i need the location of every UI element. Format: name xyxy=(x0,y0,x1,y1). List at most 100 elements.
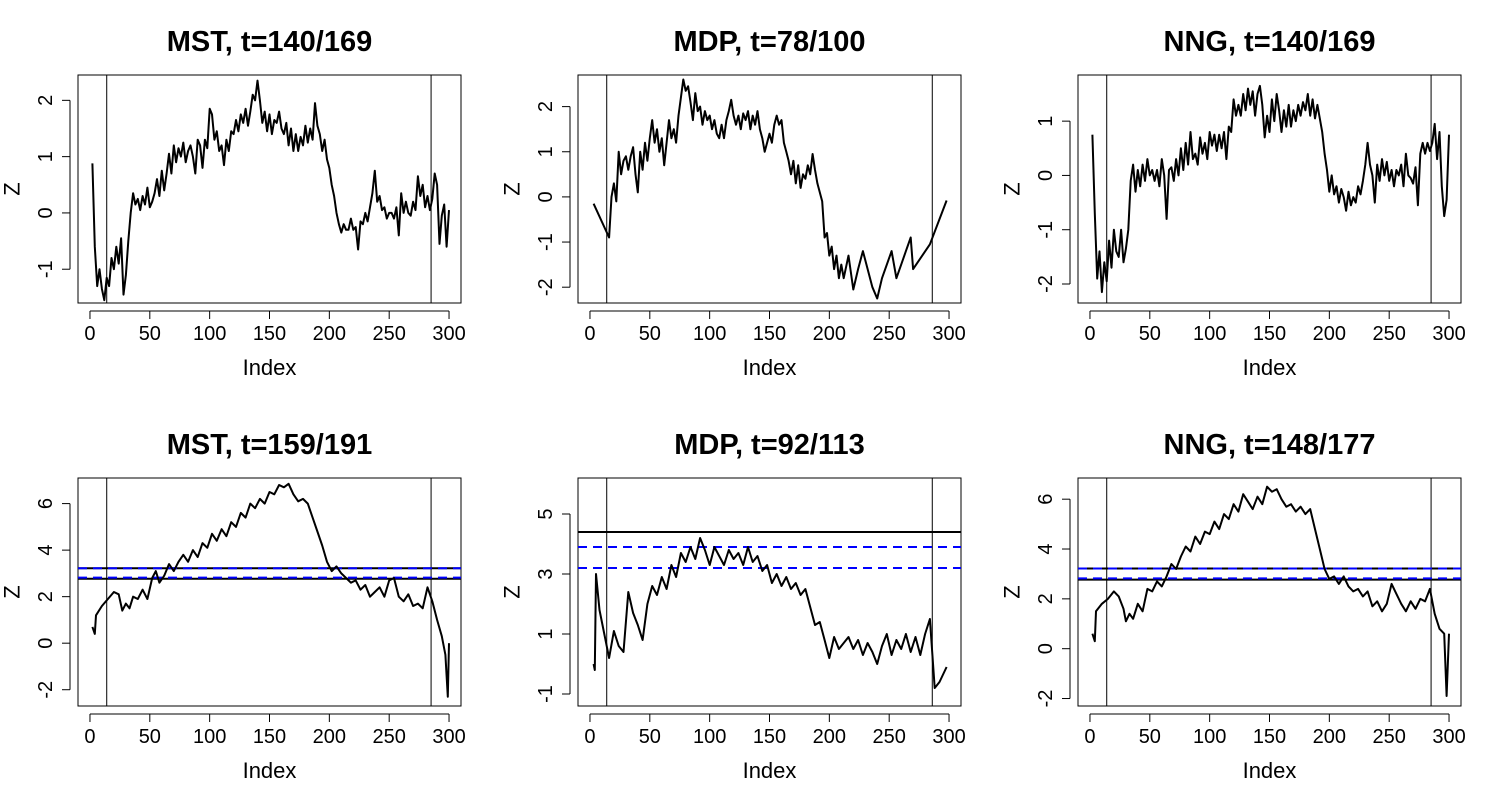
y-axis-label: Z xyxy=(500,585,525,598)
x-tick-label: 50 xyxy=(139,323,161,345)
x-tick-label: 150 xyxy=(253,726,286,748)
x-tick-label: 250 xyxy=(373,726,406,748)
y-axis-label: Z xyxy=(1000,585,1025,598)
chart-title: NNG, t=140/169 xyxy=(1164,26,1376,58)
series-line xyxy=(592,78,948,300)
y-tick-label: 0 xyxy=(535,191,557,202)
x-tick-label: 300 xyxy=(432,726,465,748)
y-tick-label: 1 xyxy=(35,151,57,162)
plot-frame xyxy=(1077,477,1462,707)
y-axis-label: Z xyxy=(500,182,525,195)
x-tick-label: 50 xyxy=(139,726,161,748)
y-tick-label: 6 xyxy=(1035,494,1057,505)
x-axis-label: Index xyxy=(243,355,297,380)
series-line xyxy=(91,79,450,302)
y-axis: -1 1 3 5 Z xyxy=(500,508,571,703)
x-tick-label: 200 xyxy=(313,323,346,345)
x-tick-label: 0 xyxy=(584,323,595,345)
series-line xyxy=(1091,485,1450,697)
x-tick-label: 0 xyxy=(84,726,95,748)
x-tick-label: 100 xyxy=(693,726,726,748)
y-tick-label: 0 xyxy=(35,638,57,649)
x-axis-label: Index xyxy=(1243,758,1297,783)
y-tick-label: 2 xyxy=(35,95,57,106)
x-tick-label: 100 xyxy=(693,323,726,345)
y-axis: -2 0 2 4 6 Z xyxy=(1000,494,1071,708)
x-tick-label: 250 xyxy=(1373,323,1406,345)
x-tick-label: 250 xyxy=(373,323,406,345)
x-tick-label: 100 xyxy=(1193,726,1226,748)
y-tick-label: -1 xyxy=(535,233,557,251)
y-tick-label: 0 xyxy=(1035,170,1057,181)
y-tick-label: 2 xyxy=(1035,593,1057,604)
y-tick-label: 1 xyxy=(1035,116,1057,127)
chart-title: MDP, t=78/100 xyxy=(673,26,865,58)
x-tick-label: 200 xyxy=(813,323,846,345)
x-tick-label: 50 xyxy=(639,726,661,748)
y-tick-label: 4 xyxy=(35,545,57,556)
y-tick-label: -2 xyxy=(1035,275,1057,293)
x-tick-label: 200 xyxy=(1313,726,1346,748)
y-tick-label: 2 xyxy=(35,591,57,602)
y-tick-label: 4 xyxy=(1035,543,1057,554)
chart-title: NNG, t=148/177 xyxy=(1164,429,1376,461)
y-tick-label: 1 xyxy=(535,628,557,639)
x-tick-label: 50 xyxy=(1139,726,1161,748)
y-tick-label: 2 xyxy=(535,101,557,112)
y-axis-label: Z xyxy=(0,182,25,195)
x-tick-label: 150 xyxy=(253,323,286,345)
x-axis-label: Index xyxy=(243,758,297,783)
y-axis-label: Z xyxy=(1000,182,1025,195)
y-tick-label: 0 xyxy=(35,207,57,218)
x-axis: 0 50 100 150 200 250 300 Index xyxy=(1084,713,1466,783)
chart-panel-5: MDP, t=92/113 0 50 100 150 200 250 300 Index -1 1 3… xyxy=(500,429,966,783)
chart-panel-4: MST, t=159/191 0 50 100 150 200 250 300 Index -2 0… xyxy=(0,429,466,783)
y-tick-label: -1 xyxy=(35,260,57,278)
chart-title: MDP, t=92/113 xyxy=(674,429,865,461)
y-axis: -2 -1 0 1 Z xyxy=(1000,116,1071,293)
series-line xyxy=(592,537,948,689)
y-tick-label: -2 xyxy=(1035,690,1057,708)
x-tick-label: 300 xyxy=(1432,323,1465,345)
series-line xyxy=(1091,84,1450,294)
x-tick-label: 50 xyxy=(1139,323,1161,345)
x-tick-label: 100 xyxy=(193,726,226,748)
x-tick-label: 250 xyxy=(873,726,906,748)
x-tick-label: 300 xyxy=(432,323,465,345)
x-tick-label: 150 xyxy=(1253,323,1286,345)
chart-panel-6: NNG, t=148/177 0 50 100 150 200 250 300 Index -2 0… xyxy=(1000,429,1466,783)
chart-title: MST, t=159/191 xyxy=(167,429,373,461)
y-tick-label: 0 xyxy=(1035,643,1057,654)
x-axis-label: Index xyxy=(743,758,797,783)
x-tick-label: 0 xyxy=(84,323,95,345)
x-tick-label: 150 xyxy=(753,323,786,345)
x-axis: 0 50 100 150 200 250 300 Index xyxy=(84,713,466,783)
y-axis-label: Z xyxy=(0,585,25,598)
series-line xyxy=(91,482,450,698)
x-tick-label: 100 xyxy=(1193,323,1226,345)
y-tick-label: -1 xyxy=(535,685,557,703)
y-tick-label: 1 xyxy=(535,146,557,157)
plot-frame xyxy=(577,477,962,707)
x-tick-label: 250 xyxy=(873,323,906,345)
y-tick-label: 5 xyxy=(535,508,557,519)
x-tick-label: 150 xyxy=(1253,726,1286,748)
y-tick-label: 6 xyxy=(35,498,57,509)
plot-frame xyxy=(577,74,962,304)
x-tick-label: 0 xyxy=(584,726,595,748)
plot-frame xyxy=(1077,74,1462,304)
y-tick-label: -2 xyxy=(35,681,57,699)
x-axis: 0 50 100 150 200 250 300 Index xyxy=(584,310,966,380)
y-axis: -2 -1 0 1 2 Z xyxy=(500,101,571,296)
plot-frame xyxy=(77,74,462,304)
x-axis: 0 50 100 150 200 250 300 Index xyxy=(84,310,466,380)
plot-frame xyxy=(77,477,462,707)
x-tick-label: 150 xyxy=(753,726,786,748)
x-axis: 0 50 100 150 200 250 300 Index xyxy=(1084,310,1466,380)
y-axis: -2 0 2 4 6 Z xyxy=(0,498,71,699)
x-tick-label: 200 xyxy=(813,726,846,748)
chart-panel-2: MDP, t=78/100 0 50 100 150 200 250 300 Index -2 -1… xyxy=(500,26,966,380)
chart-panel-1: MST, t=140/169 0 50 100 150 200 250 300 Index -1 0… xyxy=(0,26,466,380)
